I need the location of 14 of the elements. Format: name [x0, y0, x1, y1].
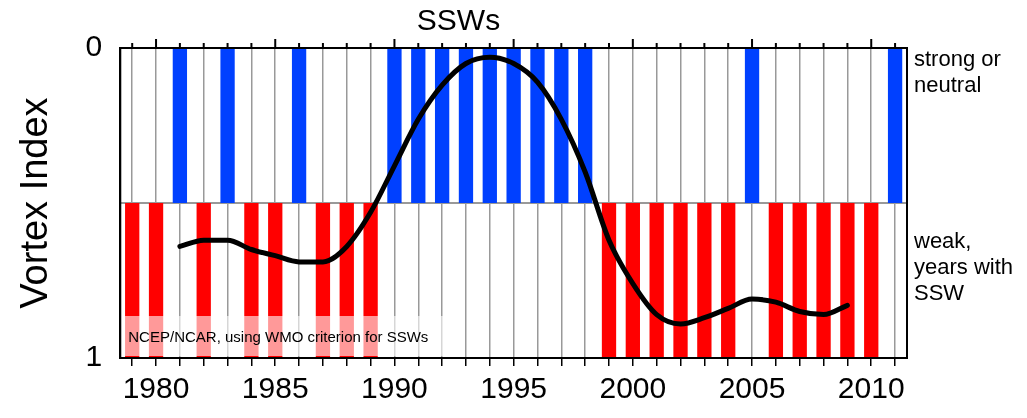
y-axis-title: Vortex Index [13, 97, 56, 309]
annotation: NCEP/NCAR, using WMO criterion for SSWs [128, 328, 429, 346]
x-tick-label: 1985 [241, 371, 309, 405]
y-tick-label: 1 [85, 339, 103, 373]
x-tick-label: 1990 [361, 371, 428, 405]
x-tick-label: 1980 [122, 371, 190, 405]
y-tick-label: 0 [85, 29, 103, 63]
x-tick-label: 1995 [480, 371, 548, 405]
x-tick-label: 2005 [718, 371, 786, 405]
x-tick-label: 2010 [837, 371, 905, 405]
chart-title: SSWs [416, 3, 501, 37]
text: strong or neutral [914, 46, 1002, 98]
text: weak, years with SSW [914, 228, 1015, 306]
x-tick-label: 2000 [599, 371, 667, 405]
